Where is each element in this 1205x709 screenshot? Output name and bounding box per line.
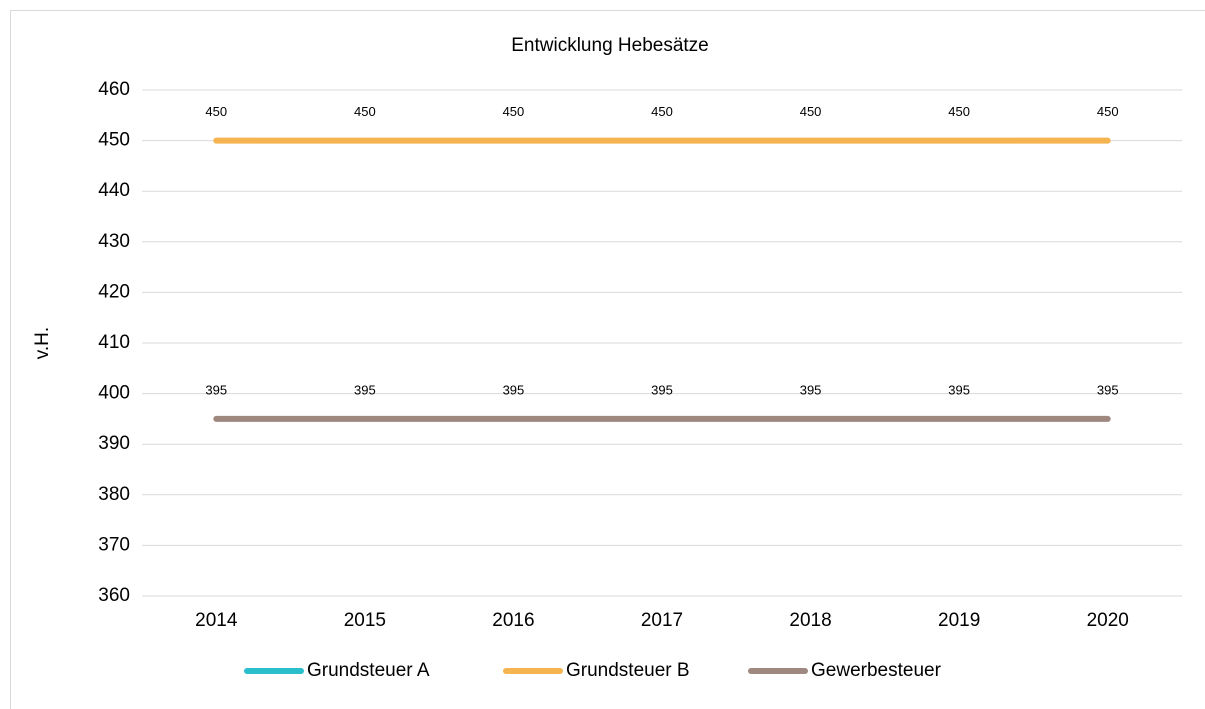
data-label: 450 (503, 104, 525, 119)
data-label: 450 (800, 104, 822, 119)
y-tick-label: 380 (98, 484, 130, 505)
data-label: 395 (651, 382, 673, 397)
x-tick-label: 2019 (938, 610, 980, 631)
y-tick-label: 370 (98, 534, 130, 555)
x-tick-label: 2015 (344, 610, 386, 631)
y-tick-label: 360 (98, 585, 130, 606)
data-label: 450 (948, 104, 970, 119)
x-tick-label: 2014 (195, 610, 238, 631)
y-tick-label: 400 (98, 383, 130, 404)
y-tick-label: 440 (98, 180, 130, 201)
x-tick-label: 2018 (789, 610, 831, 631)
y-tick-label: 420 (98, 281, 130, 302)
y-tick-label: 430 (98, 231, 130, 252)
y-tick-label: 450 (98, 130, 130, 151)
data-label: 395 (1097, 382, 1119, 397)
data-label: 450 (1097, 104, 1119, 119)
legend-label: Grundsteuer B (566, 660, 690, 681)
y-tick-label: 460 (98, 79, 130, 100)
data-label: 395 (205, 382, 227, 397)
y-axis-label: v.H. (32, 327, 53, 359)
y-tick-label: 390 (98, 433, 130, 454)
x-tick-label: 2017 (641, 610, 683, 631)
x-tick-label: 2016 (492, 610, 534, 631)
data-label: 395 (354, 382, 376, 397)
chart-border (10, 10, 1205, 709)
data-label: 450 (651, 104, 673, 119)
data-label: 395 (948, 382, 970, 397)
y-tick-label: 410 (98, 332, 130, 353)
data-label: 395 (800, 382, 822, 397)
data-label: 450 (354, 104, 376, 119)
legend-label: Gewerbesteuer (811, 660, 942, 681)
x-tick-label: 2020 (1087, 610, 1129, 631)
chart-title: Entwicklung Hebesätze (511, 35, 709, 56)
legend-label: Grundsteuer A (307, 660, 430, 681)
data-label: 450 (205, 104, 227, 119)
data-label: 395 (503, 382, 525, 397)
